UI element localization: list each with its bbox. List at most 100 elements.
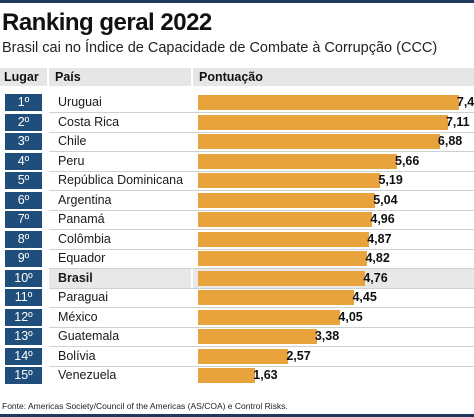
score-cell: 4,45 <box>193 288 474 307</box>
source-note: Fonte: Americas Society/Council of the A… <box>2 401 288 411</box>
score-bar <box>198 309 341 325</box>
table-row: 4º Peru 5,66 <box>0 152 474 171</box>
row-divider <box>49 287 474 289</box>
row-divider <box>49 209 474 211</box>
score-bar <box>198 212 373 227</box>
score-value-label: 4,05 <box>338 309 363 324</box>
country-label: Paraguai <box>58 290 109 304</box>
bottom-rule <box>0 414 474 417</box>
score-value-label: 7,11 <box>445 114 470 129</box>
rank-badge: 10º <box>5 269 42 287</box>
rank-badge: 2º <box>5 113 42 131</box>
score-cell: 4,87 <box>193 230 474 249</box>
country-label: Equador <box>58 251 106 265</box>
rank-badge: 15º <box>5 367 42 384</box>
score-value-label: 5,19 <box>378 173 403 187</box>
table-row: 10º Brasil 4,76 <box>0 268 474 288</box>
score-cell: 7,42 <box>193 93 474 112</box>
country-label: Argentina <box>58 192 112 207</box>
country-label: Colômbia <box>58 231 111 246</box>
score-cell: 4,05 <box>193 308 474 327</box>
country-label: Chile <box>58 134 87 148</box>
rank-badge: 12º <box>5 308 42 326</box>
score-value-label: 5,04 <box>373 192 398 207</box>
country-label: Brasil <box>49 268 191 288</box>
score-value-label: 7,42 <box>456 95 474 109</box>
score-value-label: 3,38 <box>314 329 340 343</box>
score-bar <box>198 231 370 247</box>
column-header-rank: Lugar <box>0 68 47 86</box>
score-cell: 4,82 <box>193 249 474 268</box>
country-label: Costa Rica <box>58 114 120 129</box>
column-header-score: Pontuação <box>193 68 474 86</box>
country-label: Panamá <box>58 212 105 226</box>
country-label: México <box>58 309 98 324</box>
score-cell: 4,76 <box>193 268 474 288</box>
score-bar <box>198 251 368 266</box>
score-value-label: 4,45 <box>352 290 377 304</box>
row-divider <box>49 131 474 133</box>
row-divider <box>49 346 474 347</box>
rank-badge: 9º <box>5 250 42 267</box>
score-bar <box>198 348 289 364</box>
rank-badge: 1º <box>5 94 42 111</box>
score-cell: 5,19 <box>193 171 474 190</box>
table-row: 12º México 4,05 <box>0 308 474 327</box>
score-cell: 5,66 <box>193 152 474 171</box>
row-divider <box>49 170 474 172</box>
row-divider <box>49 229 474 230</box>
score-value-label: 1,63 <box>253 368 278 382</box>
score-value-label: 6,88 <box>437 134 463 148</box>
score-bar <box>198 368 256 383</box>
table-row: 7º Panamá 4,96 <box>0 210 474 229</box>
score-bar <box>198 134 440 149</box>
score-bar <box>198 95 459 110</box>
rank-badge: 4º <box>5 152 42 170</box>
table-row: 13º Guatemala 3,38 <box>0 327 474 346</box>
score-bar <box>198 153 397 169</box>
row-divider <box>49 248 474 250</box>
rank-badge: 3º <box>5 133 42 150</box>
row-divider <box>49 365 474 367</box>
country-label: Peru <box>58 153 85 168</box>
score-cell: 5,04 <box>193 191 474 210</box>
chart-subtitle: Brasil cai no Índice de Capacidade de Co… <box>2 40 438 56</box>
rank-badge: 13º <box>5 328 42 345</box>
table-row: 3º Chile 6,88 <box>0 132 474 151</box>
score-cell: 3,38 <box>193 327 474 346</box>
table-row: 9º Equador 4,82 <box>0 249 474 268</box>
rank-badge: 6º <box>5 191 42 209</box>
table-row: 11º Paraguai 4,45 <box>0 288 474 307</box>
rank-badge: 7º <box>5 211 42 228</box>
top-rule <box>0 0 474 3</box>
table-row: 6º Argentina 5,04 <box>0 191 474 210</box>
score-cell: 2,57 <box>193 347 474 366</box>
score-bar <box>198 114 448 130</box>
score-cell: 4,96 <box>193 210 474 229</box>
rank-badge: 5º <box>5 172 42 189</box>
score-cell: 1,63 <box>193 366 474 385</box>
score-value-label: 2,57 <box>286 348 311 363</box>
country-label: Venezuela <box>58 368 117 382</box>
table-row: 8º Colômbia 4,87 <box>0 230 474 249</box>
country-label: Bolívia <box>58 348 96 363</box>
score-cell: 6,88 <box>193 132 474 151</box>
row-divider <box>49 307 474 308</box>
score-value-label: 4,96 <box>370 212 395 226</box>
score-value-label: 5,66 <box>395 153 420 168</box>
country-label: Guatemala <box>58 329 120 343</box>
table-row: 2º Costa Rica 7,11 <box>0 113 474 132</box>
score-bar <box>198 290 355 305</box>
table-header: Lugar País Pontuação <box>0 68 474 86</box>
country-label: República Dominicana <box>58 173 184 187</box>
row-divider <box>49 112 474 113</box>
score-value-label: 4,82 <box>365 251 390 265</box>
score-bar <box>198 329 317 344</box>
table-row: 1º Uruguai 7,42 <box>0 93 474 112</box>
chart-title: Ranking geral 2022 <box>2 9 212 36</box>
column-header-country: País <box>49 68 191 86</box>
row-divider <box>49 326 474 328</box>
score-bar <box>198 192 376 208</box>
row-divider <box>49 151 474 152</box>
score-bar <box>198 173 381 188</box>
